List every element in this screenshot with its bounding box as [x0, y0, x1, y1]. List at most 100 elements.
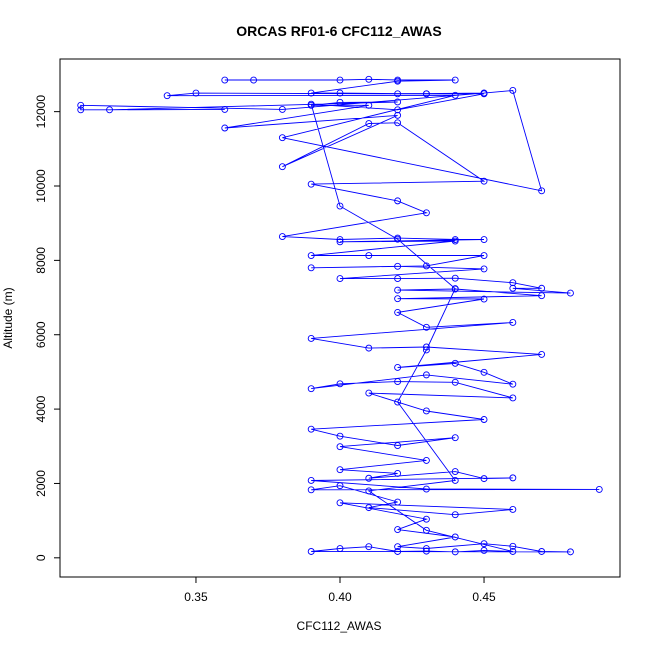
data-point [451, 378, 459, 386]
y-tick-label: 0 [34, 554, 48, 561]
data-point [595, 485, 603, 493]
data-point [538, 292, 546, 300]
data-point [480, 540, 488, 548]
data-point [394, 197, 402, 205]
data-point [307, 100, 315, 108]
data-point [336, 238, 344, 246]
data-point [365, 344, 373, 352]
data-point [394, 119, 402, 127]
data-point [451, 533, 459, 541]
data-point [365, 504, 373, 512]
data-point [365, 543, 373, 551]
data-point [480, 546, 488, 554]
data-point [480, 177, 488, 185]
data-point [336, 275, 344, 283]
data-point [451, 477, 459, 484]
data-point [480, 475, 488, 483]
data-point [538, 284, 546, 292]
data-point [509, 474, 517, 482]
data-point [307, 264, 315, 272]
x-tick-label: 0.35 [184, 590, 208, 604]
data-point [394, 543, 402, 551]
y-tick-label: 8000 [34, 247, 48, 274]
data-point [307, 548, 315, 555]
data-point [77, 106, 85, 114]
data-point [480, 368, 488, 376]
data-point [509, 284, 517, 292]
data-point [451, 285, 459, 293]
data-point [278, 233, 286, 241]
data-point [394, 442, 402, 449]
data-point [422, 515, 430, 523]
data-point [163, 92, 171, 100]
y-tick-label: 2000 [34, 470, 48, 497]
x-tick-label: 0.40 [328, 590, 352, 604]
data-point [307, 180, 315, 188]
data-point [422, 346, 430, 354]
data-point [365, 474, 373, 482]
data-point [192, 89, 200, 97]
data-point [336, 202, 344, 210]
data-point [451, 91, 459, 99]
data-point [336, 466, 344, 474]
data-point [336, 499, 344, 507]
data-point [509, 394, 517, 402]
data-point [307, 385, 315, 393]
data-point [509, 380, 517, 388]
data-point [365, 487, 373, 495]
data-point [422, 456, 430, 464]
data-point [538, 548, 546, 555]
data-point [394, 98, 402, 106]
data-point [394, 526, 402, 534]
data-point [278, 105, 286, 113]
data-point [365, 75, 373, 83]
data-point [307, 89, 315, 97]
data-point [307, 334, 315, 342]
data-point [509, 548, 517, 555]
data-point [422, 526, 430, 534]
data-point [365, 120, 373, 127]
data-point [307, 425, 315, 433]
data-point [336, 443, 344, 451]
data-point [422, 262, 430, 270]
data-point [480, 90, 488, 98]
data-point [567, 548, 574, 556]
data-point [394, 106, 402, 114]
data-point [394, 286, 402, 294]
data-point [451, 76, 459, 84]
y-tick-label: 12000 [34, 95, 48, 129]
data-point [336, 76, 344, 84]
y-tick-label: 10000 [34, 169, 48, 203]
data-point [221, 105, 229, 113]
data-point [422, 209, 430, 217]
data-point [451, 274, 459, 282]
data-point [394, 235, 402, 243]
data-point [394, 364, 402, 371]
x-axis-label: CFC112_AWAS [297, 619, 382, 633]
data-point [221, 76, 229, 84]
data-point [422, 407, 430, 415]
data-point [567, 289, 574, 297]
data-point [422, 90, 430, 98]
x-tick-label: 0.45 [472, 590, 496, 604]
data-point [480, 252, 488, 259]
y-tick-label: 4000 [34, 395, 48, 422]
data-point [394, 498, 402, 506]
data-point [336, 98, 344, 106]
y-axis-label: Altitude (m) [1, 287, 15, 348]
data-point [509, 87, 517, 94]
data-point [394, 262, 402, 270]
data-point [394, 77, 402, 85]
data-point [480, 295, 488, 303]
data-point [394, 469, 402, 477]
data-point [336, 432, 344, 440]
data-point [221, 124, 229, 132]
y-axis: 0 2000 4000 6000 8000 10000 12000 [34, 95, 60, 561]
data-point [480, 265, 488, 273]
data-point [538, 187, 546, 195]
data-point [365, 252, 373, 259]
data-point [77, 101, 85, 109]
data-point [336, 89, 344, 97]
data-point [451, 237, 459, 245]
data-point [451, 468, 459, 476]
